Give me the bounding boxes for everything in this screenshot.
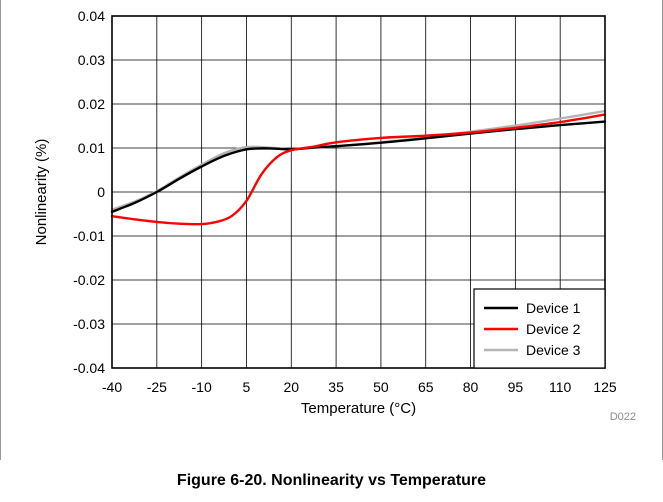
figure-caption: Figure 6-20. Nonlinearity vs Temperature [176, 472, 487, 489]
left-border-line [0, 0, 1, 460]
nonlinearity-chart: -40 -25 -10 5 20 35 50 65 80 95 110 125 0.040.030.0… [33, 8, 636, 423]
x-tick-label: -25 [147, 379, 167, 395]
x-tick-label: 110 [549, 379, 572, 395]
plot-frame [111, 15, 606, 369]
y-tick-label: 0 [97, 184, 105, 200]
legend: Device 1 Device 2 Device 3 [473, 288, 606, 369]
legend-label-device-1: Device 1 [526, 300, 581, 316]
y-tick-label: -0.04 [73, 360, 105, 376]
x-tick-label: 80 [463, 379, 479, 395]
x-tick-label: 20 [283, 379, 299, 395]
x-tick-label: -10 [192, 379, 212, 395]
x-tick-label: 95 [508, 379, 524, 395]
y-tick-label: 0.02 [78, 96, 105, 112]
series-lines [110, 109, 607, 226]
x-axis-title: Temperature (°C) [301, 400, 416, 417]
y-tick-label: -0.01 [73, 228, 105, 244]
legend-label-device-3: Device 3 [526, 342, 581, 358]
legend-label-device-2: Device 2 [526, 321, 581, 337]
y-tick-label: -0.02 [73, 272, 105, 288]
x-tick-label: -40 [102, 379, 122, 395]
x-tick-label: 5 [243, 379, 251, 395]
series-line-device-1 [110, 120, 607, 213]
y-axis-title: Nonlinearity (%) [33, 139, 50, 246]
x-tick-label: 35 [328, 379, 344, 395]
series-line-device-2 [110, 113, 607, 226]
x-tick-label: 125 [593, 379, 617, 395]
y-tick-label: 0.03 [78, 52, 105, 68]
y-tick-labels: 0.04 0.03 0.02 0.01 0 -0.01 -0.02 -0.03 -0.04 [73, 8, 105, 376]
figure-code: D022 [610, 411, 636, 423]
y-tick-label: 0.04 [78, 8, 105, 24]
y-tick-label: 0.01 [78, 140, 105, 156]
x-tick-labels: -40 -25 -10 5 20 35 50 65 80 95 110 125 [102, 379, 617, 395]
x-tick-label: 50 [373, 379, 389, 395]
x-tick-label: 65 [418, 379, 434, 395]
y-tick-label: -0.03 [73, 316, 105, 332]
